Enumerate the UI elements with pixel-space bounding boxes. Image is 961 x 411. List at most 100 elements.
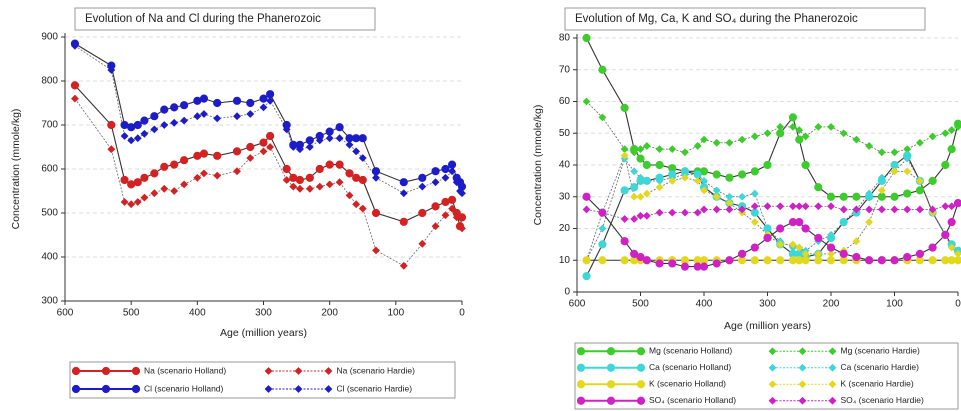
marker — [345, 191, 354, 200]
legend-marker — [264, 367, 273, 375]
marker — [852, 135, 861, 144]
marker — [399, 189, 408, 198]
marker — [193, 112, 202, 121]
marker — [246, 154, 255, 162]
marker — [246, 110, 255, 118]
legend-marker — [636, 380, 646, 389]
marker — [750, 189, 759, 198]
marker — [928, 256, 937, 265]
marker — [890, 167, 899, 176]
marker — [941, 129, 950, 138]
marker — [620, 151, 629, 160]
marker — [680, 262, 690, 271]
marker — [630, 183, 639, 192]
marker — [140, 116, 149, 125]
marker — [598, 113, 607, 122]
marker — [725, 205, 734, 214]
legend-marker — [768, 347, 777, 356]
marker — [295, 145, 304, 154]
marker — [826, 192, 836, 201]
marker — [750, 218, 759, 227]
marker — [801, 224, 810, 233]
marker — [418, 173, 427, 182]
marker — [452, 213, 461, 222]
marker — [335, 134, 344, 143]
marker — [71, 41, 79, 50]
marker — [915, 249, 925, 258]
legend-marker — [636, 363, 646, 372]
x-tick-label: 0 — [955, 299, 961, 310]
marker — [827, 122, 835, 131]
marker — [903, 154, 912, 163]
y-tick-label: 0 — [564, 287, 570, 298]
marker — [315, 182, 324, 191]
marker — [712, 186, 721, 195]
marker — [750, 256, 759, 265]
marker — [788, 240, 797, 249]
marker — [725, 256, 734, 265]
legend-marker — [768, 363, 777, 372]
marker — [620, 215, 629, 223]
marker — [246, 98, 255, 108]
marker — [335, 178, 344, 187]
marker — [776, 122, 785, 131]
marker — [127, 123, 136, 132]
marker — [630, 249, 639, 258]
marker — [712, 138, 721, 147]
marker — [133, 198, 142, 206]
marker — [725, 138, 734, 147]
marker — [305, 143, 314, 151]
marker — [890, 148, 899, 157]
legend-marker — [576, 380, 586, 389]
marker — [839, 192, 848, 201]
marker — [372, 246, 380, 255]
marker — [668, 259, 677, 268]
marker — [725, 192, 734, 201]
marker — [630, 167, 639, 176]
marker — [582, 256, 591, 265]
marker — [890, 192, 899, 201]
title-box — [564, 7, 926, 31]
marker — [358, 204, 367, 213]
x-tick-label: 200 — [823, 299, 840, 310]
marker — [371, 208, 381, 218]
marker — [452, 178, 461, 187]
legend-marker — [636, 396, 646, 405]
marker — [582, 33, 591, 43]
marker — [738, 192, 747, 201]
x-tick-label: 300 — [255, 308, 272, 319]
series-line — [74, 43, 463, 187]
marker — [636, 252, 645, 262]
marker — [289, 182, 298, 191]
marker — [801, 249, 810, 258]
marker — [928, 132, 937, 141]
marker — [170, 118, 179, 127]
marker — [839, 205, 848, 214]
y-tick-label: 800 — [41, 76, 58, 87]
marker — [712, 192, 721, 201]
marker — [120, 198, 129, 206]
marker — [877, 148, 886, 157]
marker — [915, 205, 924, 214]
marker — [458, 189, 466, 198]
marker — [180, 116, 189, 125]
marker — [232, 96, 242, 105]
marker — [431, 178, 440, 187]
marker — [712, 205, 721, 214]
marker — [431, 202, 440, 211]
legend-marker — [71, 384, 81, 394]
legend-marker — [294, 367, 303, 375]
legend-marker — [798, 363, 807, 372]
marker — [620, 103, 629, 112]
marker — [953, 256, 961, 265]
marker — [140, 173, 149, 182]
marker — [70, 81, 80, 90]
marker — [448, 167, 456, 176]
x-tick-label: 300 — [759, 299, 776, 310]
marker — [699, 262, 709, 271]
series-line — [586, 101, 959, 153]
legend-label: Na (scenario Hardie) — [337, 365, 416, 375]
marker — [636, 173, 645, 182]
legend-marker — [828, 396, 837, 405]
